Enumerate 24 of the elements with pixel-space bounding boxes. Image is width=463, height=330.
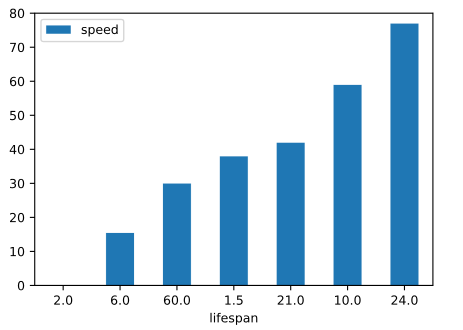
x-tick-label: 2.0 xyxy=(54,295,72,305)
x-tick-label: 6.0 xyxy=(110,295,130,305)
x-tick-label: 21.0 xyxy=(278,295,304,305)
bar xyxy=(106,232,134,286)
x-tick-label: 10.0 xyxy=(335,295,361,305)
y-tick-label: 50 xyxy=(10,110,24,120)
bar xyxy=(162,183,192,286)
y-tick-label: 20 xyxy=(10,212,24,222)
x-tick-label: 24.0 xyxy=(391,295,418,305)
x-tick-label: 60.0 xyxy=(164,295,190,305)
x-axis-title: lifespan xyxy=(210,312,258,325)
y-tick-label: 0 xyxy=(18,280,24,290)
y-tick-label: 40 xyxy=(10,144,24,154)
bar xyxy=(276,142,306,286)
bar xyxy=(333,84,362,286)
y-tick-label: 10 xyxy=(10,246,24,256)
y-tick-label: 80 xyxy=(10,8,24,18)
x-tick-label: 1.5 xyxy=(225,296,243,305)
y-tick-label: 30 xyxy=(10,178,24,188)
y-tick-label: 60 xyxy=(10,76,24,86)
bar xyxy=(219,156,248,286)
bar xyxy=(390,23,419,286)
y-tick-label: 70 xyxy=(10,42,24,52)
legend-label: speed xyxy=(82,24,118,37)
